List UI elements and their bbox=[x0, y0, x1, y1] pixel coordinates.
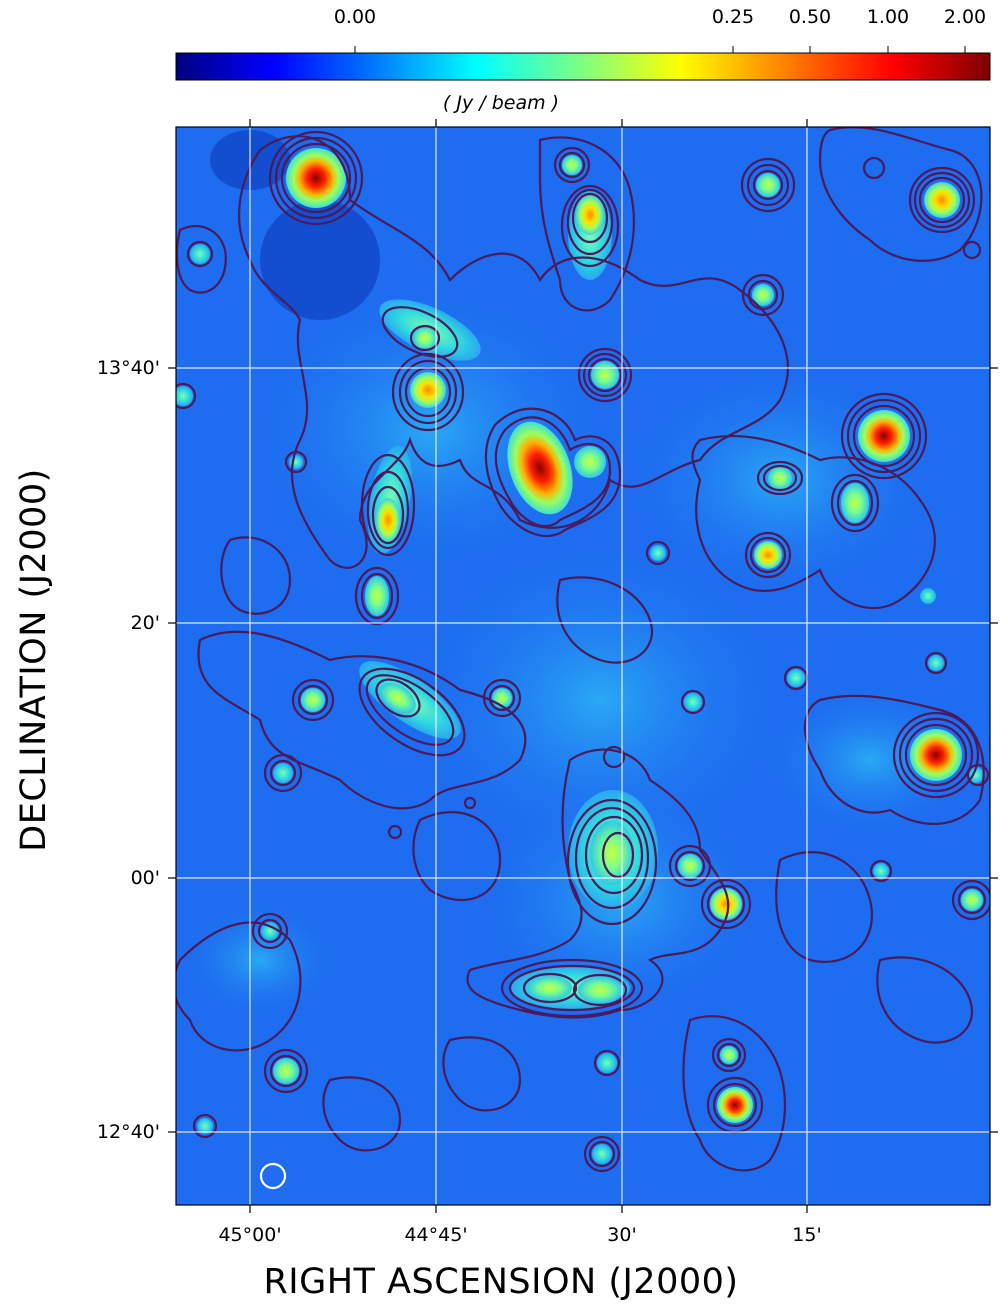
x-axis-label: RIGHT ASCENSION (J2000) bbox=[263, 1262, 739, 1302]
colorbar-tick-3: 1.00 bbox=[866, 6, 910, 28]
contours bbox=[176, 127, 990, 1173]
ytick-0: 13°40' bbox=[96, 357, 160, 379]
xtick-3: 15' bbox=[792, 1224, 822, 1246]
ytick-2: 00' bbox=[130, 867, 160, 889]
axis-ticks bbox=[168, 119, 998, 1213]
ytick-1: 20' bbox=[130, 612, 160, 634]
plot-frame bbox=[175, 126, 991, 1206]
xtick-0: 45°00' bbox=[218, 1224, 282, 1246]
colorbar-label: ( Jy / beam ) bbox=[442, 92, 560, 114]
colorbar bbox=[175, 52, 991, 81]
xtick-1: 44°45' bbox=[404, 1224, 468, 1246]
coordinate-grid bbox=[176, 127, 990, 1205]
xtick-2: 30' bbox=[607, 1224, 637, 1246]
ytick-3: 12°40' bbox=[96, 1121, 160, 1143]
colorbar-tick-marks bbox=[354, 46, 966, 53]
colorbar-tick-2: 0.50 bbox=[788, 6, 832, 28]
colorbar-tick-4: 2.00 bbox=[943, 6, 987, 28]
radio-image bbox=[176, 127, 990, 1205]
colorbar-tick-1: 0.25 bbox=[711, 6, 755, 28]
colorbar-tick-0: 0.00 bbox=[333, 6, 377, 28]
y-axis-label: DECLINATION (J2000) bbox=[14, 468, 54, 852]
beam-marker bbox=[259, 1162, 287, 1190]
